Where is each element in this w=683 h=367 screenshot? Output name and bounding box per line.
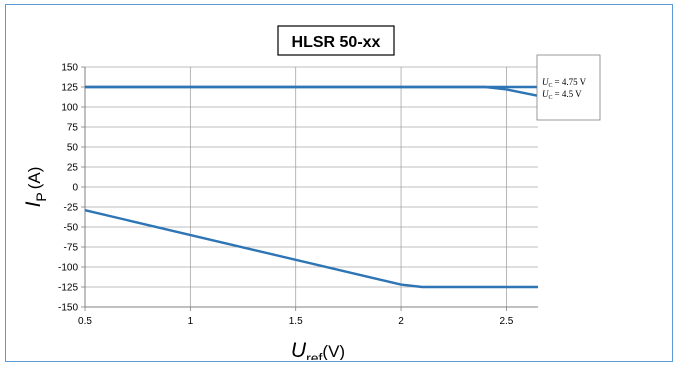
legend-entry-1-symbol: U xyxy=(542,77,549,87)
y-tick-label: -75 xyxy=(64,243,79,254)
series-line-3 xyxy=(84,209,538,289)
y-axis-label: IP (A) xyxy=(22,167,49,208)
y-axis-label-symbol: I xyxy=(22,201,45,207)
y-tick-label: 50 xyxy=(67,143,79,154)
y-tick-label: -25 xyxy=(64,203,79,214)
y-tick-label: 100 xyxy=(61,103,78,114)
x-tick-label: 2.5 xyxy=(499,316,513,327)
legend: UC = 4.75 V UC = 4.5 V xyxy=(536,54,601,121)
x-axis-label-subscript: ref xyxy=(306,350,322,360)
y-tick-label: -50 xyxy=(64,223,79,234)
y-tick-label: -125 xyxy=(58,283,78,294)
y-axis-label-unit: (A) xyxy=(25,167,44,190)
legend-entry-2-value: = 4.5 V xyxy=(555,89,583,99)
y-axis-label-subscript: P xyxy=(33,192,49,201)
gridlines xyxy=(81,66,538,311)
legend-entry-2-symbol: U xyxy=(542,89,549,99)
legend-entry-2-subscript: C xyxy=(549,95,553,101)
chart-title-text: HLSR 50-xx xyxy=(292,34,381,51)
legend-entry-2: UC = 4.5 V xyxy=(542,89,582,101)
legend-entry-1: UC = 4.75 V xyxy=(542,77,587,89)
y-tick-label: 25 xyxy=(67,163,79,174)
x-tick-label: 0.5 xyxy=(78,316,92,327)
x-tick-label: 2 xyxy=(398,316,404,327)
chart-frame: 150 125 100 75 50 25 0 -25 -50 -75 -100 -125 -150 0.… xyxy=(5,4,673,362)
x-axis-label-unit: (V) xyxy=(322,342,345,360)
legend-entry-1-subscript: C xyxy=(549,83,553,89)
series-line-2 xyxy=(85,85,539,97)
y-tick-label: 125 xyxy=(61,83,78,94)
x-tick-label: 1 xyxy=(188,316,194,327)
x-tick-label: 1.5 xyxy=(289,316,303,327)
x-axis-label: Uref(V) xyxy=(291,339,345,360)
legend-box xyxy=(536,54,601,121)
svg-text:IP(A): IP (A) xyxy=(22,167,49,208)
y-tick-label: 0 xyxy=(72,183,78,194)
svg-text:Uref(V): Uref(V) xyxy=(291,339,345,360)
y-tick-label: -150 xyxy=(58,303,78,314)
chart-title: HLSR 50-xx xyxy=(277,25,395,56)
series-lines xyxy=(84,85,539,289)
x-tick-labels: 0.5 1 1.5 2 2.5 xyxy=(78,316,514,327)
y-tick-label: 75 xyxy=(67,123,79,134)
y-tick-label: -100 xyxy=(58,263,78,274)
y-tick-label: 150 xyxy=(61,63,78,74)
y-tick-labels: 150 125 100 75 50 25 0 -25 -50 -75 -100 -125 -150 xyxy=(58,63,78,314)
legend-entry-1-value: = 4.75 V xyxy=(555,77,587,87)
chart-title-box xyxy=(277,25,395,56)
x-axis-label-symbol: U xyxy=(291,339,307,360)
line-chart: 150 125 100 75 50 25 0 -25 -50 -75 -100 -125 -150 0.… xyxy=(22,25,601,360)
